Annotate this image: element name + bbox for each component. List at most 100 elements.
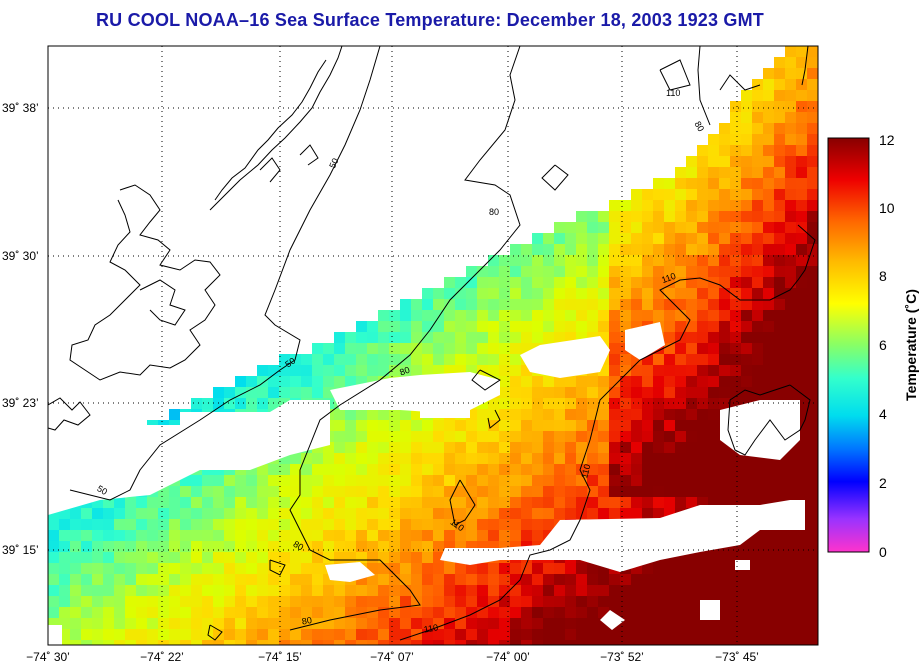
sst-cell <box>576 640 588 645</box>
sst-cell <box>521 376 533 388</box>
sst-cell <box>499 398 511 410</box>
sst-cell <box>499 596 511 608</box>
sst-cell <box>268 497 280 509</box>
sst-cell <box>774 343 786 355</box>
sst-cell <box>103 596 115 608</box>
sst-cell <box>719 365 731 377</box>
sst-cell <box>796 398 808 410</box>
sst-cell <box>576 409 588 421</box>
sst-cell <box>719 321 731 333</box>
sst-cell <box>521 420 533 432</box>
sst-cell <box>741 376 753 388</box>
sst-cell <box>675 387 687 399</box>
sst-cell <box>785 112 797 124</box>
sst-cell <box>565 486 577 498</box>
sst-cell <box>499 387 511 399</box>
sst-cell <box>708 376 720 388</box>
sst-cell <box>213 552 225 564</box>
sst-cell <box>807 497 818 509</box>
sst-cell <box>125 574 137 586</box>
sst-cell <box>653 222 665 234</box>
sst-cell <box>741 453 753 465</box>
sst-cell <box>323 618 335 630</box>
sst-cell <box>444 343 456 355</box>
sst-cell <box>719 607 731 619</box>
sst-cell <box>202 508 214 520</box>
sst-cell <box>312 541 324 553</box>
sst-cell <box>620 618 632 630</box>
sst-cell <box>763 453 775 465</box>
sst-cell <box>642 431 654 443</box>
sst-cell <box>543 596 555 608</box>
sst-cell <box>224 618 236 630</box>
sst-cell <box>389 596 401 608</box>
sst-cell <box>290 354 302 366</box>
sst-cell <box>455 464 467 476</box>
sst-cell <box>81 530 93 542</box>
sst-cell <box>565 387 577 399</box>
sst-cell <box>620 321 632 333</box>
sst-cell <box>114 640 126 645</box>
sst-cell <box>807 629 818 641</box>
sst-cell <box>774 68 786 80</box>
sst-cell <box>466 486 478 498</box>
sst-cell <box>477 596 489 608</box>
sst-cell <box>719 574 731 586</box>
sst-cell <box>477 541 489 553</box>
sst-cell <box>499 420 511 432</box>
sst-cell <box>422 497 434 509</box>
sst-cell <box>609 574 621 586</box>
sst-cell <box>48 508 60 520</box>
sst-cell <box>664 453 676 465</box>
sst-cell <box>807 453 818 465</box>
sst-cell <box>587 618 599 630</box>
sst-cell <box>510 453 522 465</box>
sst-cell <box>774 178 786 190</box>
sst-cell <box>532 497 544 509</box>
sst-cell <box>730 497 742 509</box>
sst-cell <box>785 475 797 487</box>
sst-cell <box>301 497 313 509</box>
sst-cell <box>708 497 720 509</box>
sst-cell <box>642 233 654 245</box>
sst-cell <box>213 486 225 498</box>
sst-cell <box>400 464 412 476</box>
sst-cell <box>378 629 390 641</box>
sst-cell <box>70 530 82 542</box>
sst-cell <box>169 607 181 619</box>
sst-cell <box>543 486 555 498</box>
sst-cell <box>246 519 258 531</box>
sst-cell <box>741 541 753 553</box>
sst-cell <box>114 585 126 597</box>
sst-cell <box>257 376 269 388</box>
sst-cell <box>686 376 698 388</box>
sst-cell <box>807 211 818 223</box>
sst-cell <box>422 464 434 476</box>
sst-cell <box>675 431 687 443</box>
sst-cell <box>356 376 368 388</box>
sst-cell <box>752 299 764 311</box>
sst-cell <box>807 233 818 245</box>
sst-cell <box>136 596 148 608</box>
sst-cell <box>598 211 610 223</box>
sst-cell <box>785 596 797 608</box>
sst-cell <box>796 288 808 300</box>
sst-cell <box>290 376 302 388</box>
sst-cell <box>620 442 632 454</box>
sst-cell <box>268 398 280 410</box>
sst-cell <box>400 552 412 564</box>
sst-cell <box>312 508 324 520</box>
sst-cell <box>719 552 731 564</box>
sst-cell <box>323 541 335 553</box>
sst-cell <box>664 596 676 608</box>
sst-cell <box>378 343 390 355</box>
sst-cell <box>708 167 720 179</box>
sst-cell <box>576 266 588 278</box>
sst-cell <box>92 519 104 531</box>
sst-cell <box>499 486 511 498</box>
sst-cell <box>158 508 170 520</box>
sst-cell <box>202 552 214 564</box>
sst-cell <box>785 310 797 322</box>
sst-cell <box>59 519 71 531</box>
sst-cell <box>521 519 533 531</box>
